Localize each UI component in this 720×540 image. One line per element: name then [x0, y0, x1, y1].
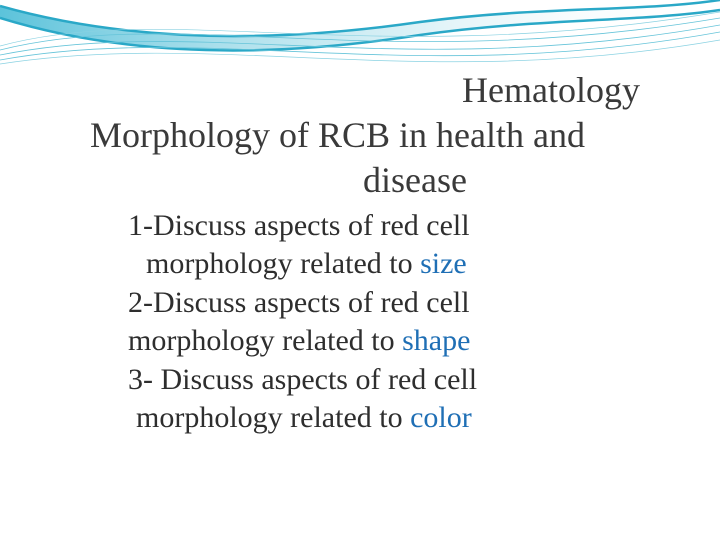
title-line-3: disease	[90, 158, 660, 203]
objective-1-line-2: morphology related to size	[128, 245, 620, 283]
objective-1-line-1: 1-Discuss aspects of red cell	[128, 207, 620, 245]
slide-title: Hematology Morphology of RCB in health a…	[90, 68, 660, 203]
slide-content: Hematology Morphology of RCB in health a…	[0, 68, 720, 437]
keyword-color: color	[410, 401, 472, 434]
objective-3-line-2: morphology related to color	[128, 399, 620, 437]
keyword-shape: shape	[402, 324, 470, 357]
objective-2-line-2: morphology related to shape	[128, 322, 620, 360]
title-line-2: Morphology of RCB in health and	[90, 113, 660, 158]
title-line-1: Hematology	[90, 68, 660, 113]
objectives-list: 1-Discuss aspects of red cell morphology…	[90, 207, 660, 437]
objective-3-line-1: 3- Discuss aspects of red cell	[128, 361, 620, 399]
keyword-size: size	[420, 247, 467, 280]
objective-2-line-1: 2-Discuss aspects of red cell	[128, 284, 620, 322]
